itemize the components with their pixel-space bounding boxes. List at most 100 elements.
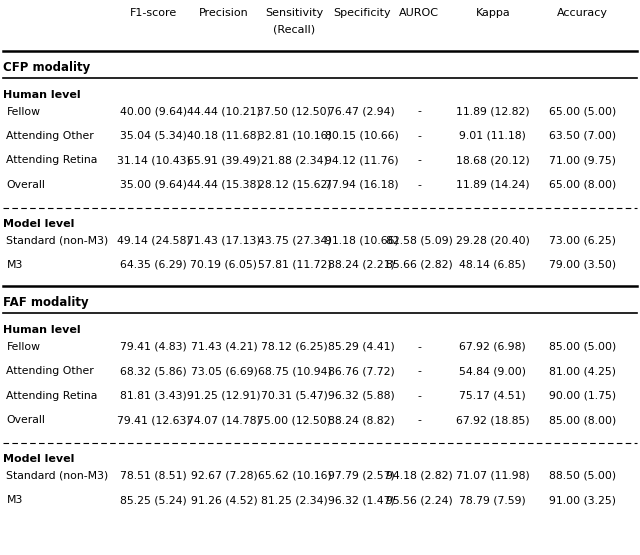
Text: M3: M3: [6, 495, 23, 505]
Text: 85.00 (5.00): 85.00 (5.00): [548, 342, 616, 352]
Text: 79.41 (12.63): 79.41 (12.63): [116, 415, 191, 425]
Text: 11.89 (14.24): 11.89 (14.24): [456, 180, 530, 190]
Text: 54.84 (9.00): 54.84 (9.00): [460, 366, 526, 376]
Text: Sensitivity: Sensitivity: [265, 8, 324, 18]
Text: 49.14 (24.58): 49.14 (24.58): [116, 235, 191, 245]
Text: 71.43 (4.21): 71.43 (4.21): [191, 342, 257, 352]
Text: 68.32 (5.86): 68.32 (5.86): [120, 366, 187, 376]
Text: 11.89 (12.82): 11.89 (12.82): [456, 107, 530, 117]
Text: Overall: Overall: [6, 180, 45, 190]
Text: 97.79 (2.57): 97.79 (2.57): [328, 471, 395, 481]
Text: 65.62 (10.16): 65.62 (10.16): [257, 471, 332, 481]
Text: 90.00 (1.75): 90.00 (1.75): [549, 391, 616, 401]
Text: Model level: Model level: [3, 219, 75, 229]
Text: 18.68 (20.12): 18.68 (20.12): [456, 155, 530, 165]
Text: 75.17 (4.51): 75.17 (4.51): [460, 391, 526, 401]
Text: 70.31 (5.47): 70.31 (5.47): [261, 391, 328, 401]
Text: -: -: [417, 415, 421, 425]
Text: 71.43 (17.13): 71.43 (17.13): [187, 235, 261, 245]
Text: Human level: Human level: [3, 325, 81, 335]
Text: (Recall): (Recall): [273, 25, 316, 35]
Text: 95.56 (2.24): 95.56 (2.24): [386, 495, 452, 505]
Text: 68.75 (10.94): 68.75 (10.94): [257, 366, 332, 376]
Text: 85.66 (2.82): 85.66 (2.82): [386, 260, 452, 270]
Text: 73.00 (6.25): 73.00 (6.25): [549, 235, 616, 245]
Text: 91.26 (4.52): 91.26 (4.52): [191, 495, 257, 505]
Text: 65.91 (39.49): 65.91 (39.49): [187, 155, 261, 165]
Text: AUROC: AUROC: [399, 8, 439, 18]
Text: 75.00 (12.50): 75.00 (12.50): [257, 415, 332, 425]
Text: 88.24 (2.21): 88.24 (2.21): [328, 260, 395, 270]
Text: 29.28 (20.40): 29.28 (20.40): [456, 235, 530, 245]
Text: 71.00 (9.75): 71.00 (9.75): [549, 155, 616, 165]
Text: Standard (non-M3): Standard (non-M3): [6, 235, 109, 245]
Text: 9.01 (11.18): 9.01 (11.18): [460, 131, 526, 141]
Text: 73.05 (6.69): 73.05 (6.69): [191, 366, 257, 376]
Text: 92.67 (7.28): 92.67 (7.28): [191, 471, 257, 481]
Text: Attending Other: Attending Other: [6, 131, 94, 141]
Text: Model level: Model level: [3, 454, 75, 464]
Text: 57.81 (11.72): 57.81 (11.72): [257, 260, 332, 270]
Text: 70.19 (6.05): 70.19 (6.05): [191, 260, 257, 270]
Text: 65.00 (8.00): 65.00 (8.00): [548, 180, 616, 190]
Text: 81.81 (3.43): 81.81 (3.43): [120, 391, 187, 401]
Text: Specificity: Specificity: [333, 8, 390, 18]
Text: 37.50 (12.50): 37.50 (12.50): [257, 107, 332, 117]
Text: CFP modality: CFP modality: [3, 61, 90, 74]
Text: FAF modality: FAF modality: [3, 296, 89, 309]
Text: M3: M3: [6, 260, 23, 270]
Text: 91.25 (12.91): 91.25 (12.91): [187, 391, 261, 401]
Text: 88.24 (8.82): 88.24 (8.82): [328, 415, 395, 425]
Text: Fellow: Fellow: [6, 342, 40, 352]
Text: 74.07 (14.78): 74.07 (14.78): [187, 415, 261, 425]
Text: -: -: [417, 180, 421, 190]
Text: 35.04 (5.34): 35.04 (5.34): [120, 131, 187, 141]
Text: -: -: [417, 366, 421, 376]
Text: 79.00 (3.50): 79.00 (3.50): [549, 260, 616, 270]
Text: 44.44 (10.21): 44.44 (10.21): [187, 107, 261, 117]
Text: 96.32 (5.88): 96.32 (5.88): [328, 391, 395, 401]
Text: 86.76 (7.72): 86.76 (7.72): [328, 366, 395, 376]
Text: F1-score: F1-score: [130, 8, 177, 18]
Text: 77.94 (16.18): 77.94 (16.18): [324, 180, 399, 190]
Text: Human level: Human level: [3, 90, 81, 100]
Text: Standard (non-M3): Standard (non-M3): [6, 471, 109, 481]
Text: Attending Retina: Attending Retina: [6, 391, 98, 401]
Text: 28.12 (15.62): 28.12 (15.62): [257, 180, 332, 190]
Text: 48.14 (6.85): 48.14 (6.85): [460, 260, 526, 270]
Text: 85.29 (4.41): 85.29 (4.41): [328, 342, 395, 352]
Text: 21.88 (2.34): 21.88 (2.34): [261, 155, 328, 165]
Text: 40.18 (11.68): 40.18 (11.68): [187, 131, 261, 141]
Text: 85.00 (8.00): 85.00 (8.00): [548, 415, 616, 425]
Text: 91.18 (10.66): 91.18 (10.66): [324, 235, 399, 245]
Text: Accuracy: Accuracy: [557, 8, 608, 18]
Text: 32.81 (10.16): 32.81 (10.16): [257, 131, 332, 141]
Text: 64.35 (6.29): 64.35 (6.29): [120, 260, 187, 270]
Text: 91.00 (3.25): 91.00 (3.25): [549, 495, 616, 505]
Text: -: -: [417, 131, 421, 141]
Text: 67.92 (6.98): 67.92 (6.98): [460, 342, 526, 352]
Text: Precision: Precision: [199, 8, 249, 18]
Text: 94.12 (11.76): 94.12 (11.76): [324, 155, 399, 165]
Text: 71.07 (11.98): 71.07 (11.98): [456, 471, 530, 481]
Text: 80.15 (10.66): 80.15 (10.66): [324, 131, 399, 141]
Text: 44.44 (15.38): 44.44 (15.38): [187, 180, 261, 190]
Text: 78.12 (6.25): 78.12 (6.25): [261, 342, 328, 352]
Text: 63.50 (7.00): 63.50 (7.00): [549, 131, 616, 141]
Text: 81.25 (2.34): 81.25 (2.34): [261, 495, 328, 505]
Text: 96.32 (1.47): 96.32 (1.47): [328, 495, 395, 505]
Text: 40.00 (9.64): 40.00 (9.64): [120, 107, 187, 117]
Text: Attending Retina: Attending Retina: [6, 155, 98, 165]
Text: -: -: [417, 155, 421, 165]
Text: Fellow: Fellow: [6, 107, 40, 117]
Text: 35.00 (9.64): 35.00 (9.64): [120, 180, 187, 190]
Text: 67.92 (18.85): 67.92 (18.85): [456, 415, 530, 425]
Text: 79.41 (4.83): 79.41 (4.83): [120, 342, 187, 352]
Text: 81.00 (4.25): 81.00 (4.25): [549, 366, 616, 376]
Text: Overall: Overall: [6, 415, 45, 425]
Text: 78.79 (7.59): 78.79 (7.59): [460, 495, 526, 505]
Text: 43.75 (27.34): 43.75 (27.34): [257, 235, 332, 245]
Text: 76.47 (2.94): 76.47 (2.94): [328, 107, 395, 117]
Text: -: -: [417, 342, 421, 352]
Text: -: -: [417, 391, 421, 401]
